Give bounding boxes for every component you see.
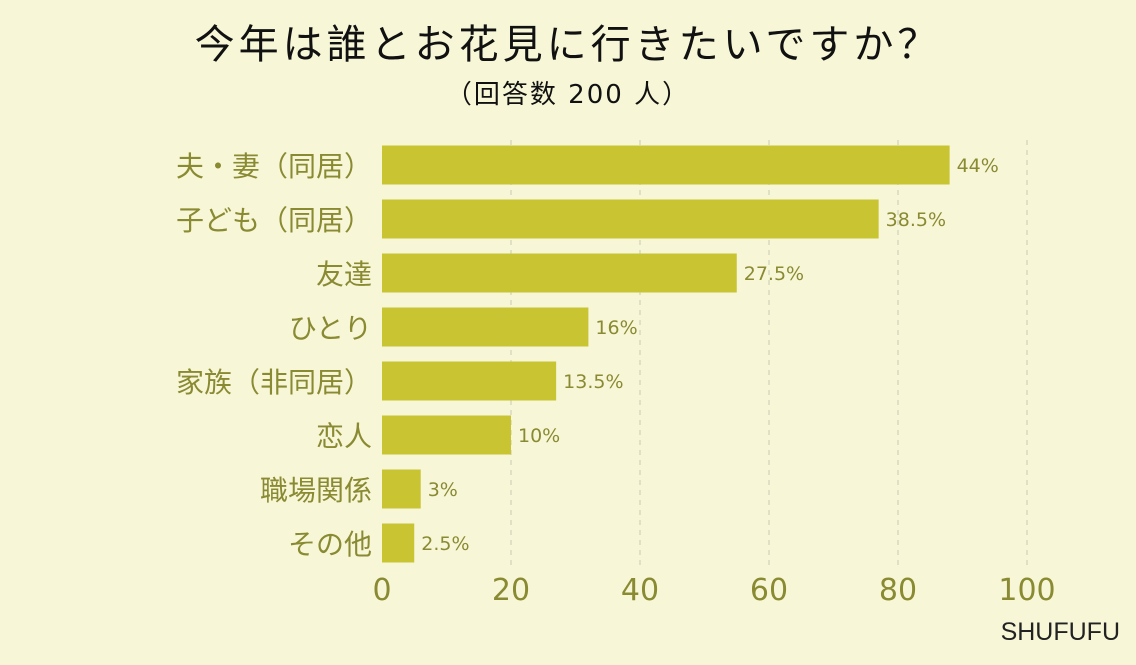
value-label: 13.5%	[563, 371, 623, 393]
category-label: その他	[288, 528, 372, 561]
x-tick-label: 100	[998, 573, 1055, 608]
category-label: 職場関係	[260, 474, 372, 507]
bar	[382, 469, 421, 509]
bar	[382, 523, 415, 563]
value-label: 38.5%	[886, 209, 946, 231]
category-label: 家族（非同居）	[176, 366, 372, 399]
bar	[382, 253, 737, 293]
value-label: 16%	[595, 317, 637, 339]
value-label: 27.5%	[744, 263, 804, 285]
value-label: 3%	[428, 479, 458, 501]
watermark: SHUFUFU	[1000, 618, 1120, 646]
category-label: 子ども（同居）	[176, 204, 372, 237]
bar	[382, 145, 950, 185]
x-tick-label: 60	[750, 573, 788, 608]
chart-subtitle: （回答数 200 人）	[445, 80, 691, 110]
category-label: 夫・妻（同居）	[176, 150, 372, 183]
value-label: 44%	[957, 155, 999, 177]
category-label: ひとり	[289, 312, 372, 345]
category-label: 友達	[316, 258, 372, 291]
value-label: 2.5%	[421, 533, 469, 555]
x-tick-label: 80	[879, 573, 917, 608]
chart-title: 今年は誰とお花見に行きたいですか？	[194, 22, 942, 68]
x-tick-label: 20	[492, 573, 530, 608]
value-label: 10%	[518, 425, 560, 447]
bar	[382, 307, 589, 347]
bar	[382, 415, 511, 455]
bar	[382, 361, 557, 401]
x-tick-label: 0	[372, 573, 391, 608]
category-label: 恋人	[316, 420, 372, 453]
x-tick-label: 40	[621, 573, 659, 608]
bar	[382, 199, 879, 239]
